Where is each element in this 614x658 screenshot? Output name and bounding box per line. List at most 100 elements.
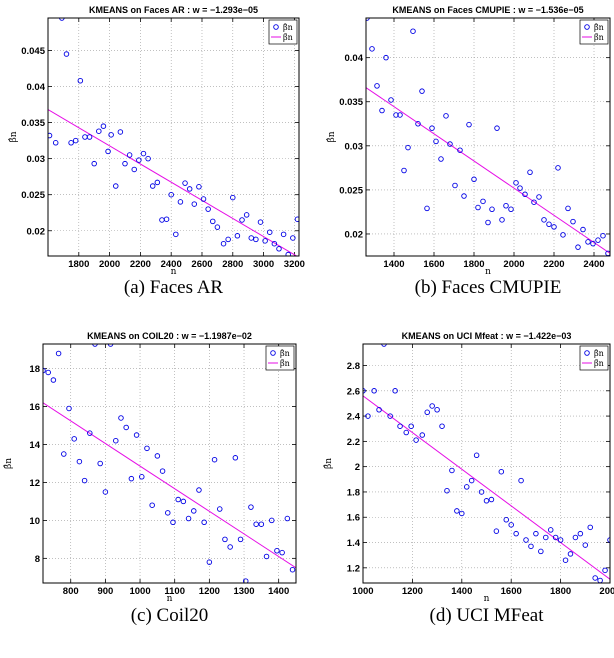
subfigure-caption: (a) Faces AR <box>124 277 224 298</box>
y-tick-label: 0.025 <box>21 190 45 201</box>
data-point <box>68 140 74 146</box>
chart-panel-3: KMEANS on COIL20 : w = −1.1987e−02 800 900… <box>3 331 297 626</box>
data-point <box>290 235 296 241</box>
y-tick-label: 0.045 <box>21 46 45 57</box>
axes-frame <box>365 17 611 257</box>
y-tick-label: 2.8 <box>347 361 360 372</box>
data-point <box>279 549 285 556</box>
x-tick-label: 2000 <box>599 586 614 597</box>
y-tick-label: 0.03 <box>345 141 364 152</box>
data-point <box>498 468 505 475</box>
data-point <box>118 415 124 421</box>
data-point <box>196 487 202 493</box>
data-point <box>81 477 88 484</box>
y-tick-label: 2.6 <box>347 386 360 397</box>
data-point <box>480 198 486 205</box>
fit-line <box>363 395 610 580</box>
legend-marker-points <box>273 24 279 30</box>
data-point <box>523 537 529 543</box>
x-axis-label: n <box>484 594 490 604</box>
data-point <box>527 169 533 176</box>
data-point <box>468 477 475 484</box>
y-axis-label: β̂n <box>326 131 337 142</box>
data-point <box>508 206 514 213</box>
data-point <box>45 369 51 376</box>
x-tick-label: 2400 <box>161 259 182 270</box>
legend-marker-points <box>584 350 590 356</box>
chart-title: KMEANS on Faces CMUPIE : w = −1.536e−05 <box>392 5 583 15</box>
data-point <box>508 522 514 528</box>
data-point <box>522 191 528 198</box>
data-point <box>424 205 430 212</box>
data-point <box>232 455 239 461</box>
legend-label-line: β̄n <box>594 359 604 368</box>
chart-title: KMEANS on COIL20 : w = −1.1987e−02 <box>87 331 252 341</box>
data-point <box>478 489 485 495</box>
data-point <box>230 194 236 201</box>
fit-line <box>366 87 610 254</box>
data-point <box>376 407 382 413</box>
data-point <box>165 510 171 516</box>
data-point <box>276 246 282 252</box>
data-point <box>503 203 509 209</box>
data-point <box>253 236 259 243</box>
data-point <box>580 226 586 233</box>
data-point <box>173 231 179 238</box>
data-point <box>220 240 227 247</box>
data-point <box>607 537 610 543</box>
data-point <box>433 138 439 145</box>
data-point <box>242 578 249 583</box>
data-point <box>77 77 84 84</box>
data-point <box>443 113 449 119</box>
data-point <box>168 191 174 198</box>
data-point <box>191 201 198 207</box>
data-point <box>61 451 67 457</box>
legend: β̂nβ̄n <box>579 345 609 371</box>
data-point <box>597 577 603 583</box>
data-point <box>459 510 465 517</box>
data-point <box>180 498 187 505</box>
y-tick-label: 14 <box>29 440 40 451</box>
data-point <box>200 196 207 202</box>
data-point <box>113 183 119 189</box>
legend: β̂nβ̄n <box>265 345 295 371</box>
data-point <box>403 429 409 436</box>
chart-panel-4: KMEANS on UCI Mfeat : w = −1.422e−03 1000… <box>323 331 614 626</box>
data-point <box>408 423 414 429</box>
data-point <box>145 155 151 162</box>
data-point <box>536 194 542 200</box>
data-point <box>177 199 184 205</box>
data-point <box>413 437 419 443</box>
data-point <box>587 524 593 531</box>
y-axis-label: β̂n <box>323 458 334 469</box>
data-point <box>175 496 181 503</box>
legend-label-line: β̄n <box>594 33 604 42</box>
x-tick-label: 1800 <box>550 586 571 597</box>
data-point <box>379 107 385 114</box>
data-point <box>503 517 510 523</box>
data-point <box>48 132 53 139</box>
data-point <box>533 530 539 537</box>
data-point <box>551 224 557 230</box>
data-point <box>227 544 233 550</box>
y-axis-label: β̂n <box>3 458 14 469</box>
data-point <box>557 537 564 543</box>
y-tick-label: 0.03 <box>27 154 46 165</box>
data-point <box>243 212 250 218</box>
data-point <box>439 423 445 429</box>
y-tick-label: 16 <box>29 402 40 413</box>
data-point <box>543 534 549 541</box>
y-tick-label: 10 <box>29 516 40 527</box>
data-point <box>483 498 490 504</box>
x-tick-label: 1200 <box>199 586 220 597</box>
data-point <box>577 530 584 537</box>
data-point <box>72 137 79 144</box>
data-point <box>59 18 65 21</box>
data-point <box>196 184 202 190</box>
data-point <box>63 51 70 57</box>
y-tick-label: 1.2 <box>347 563 360 574</box>
data-point <box>149 502 155 508</box>
data-point <box>547 527 554 533</box>
x-tick-label: 2000 <box>503 259 524 270</box>
